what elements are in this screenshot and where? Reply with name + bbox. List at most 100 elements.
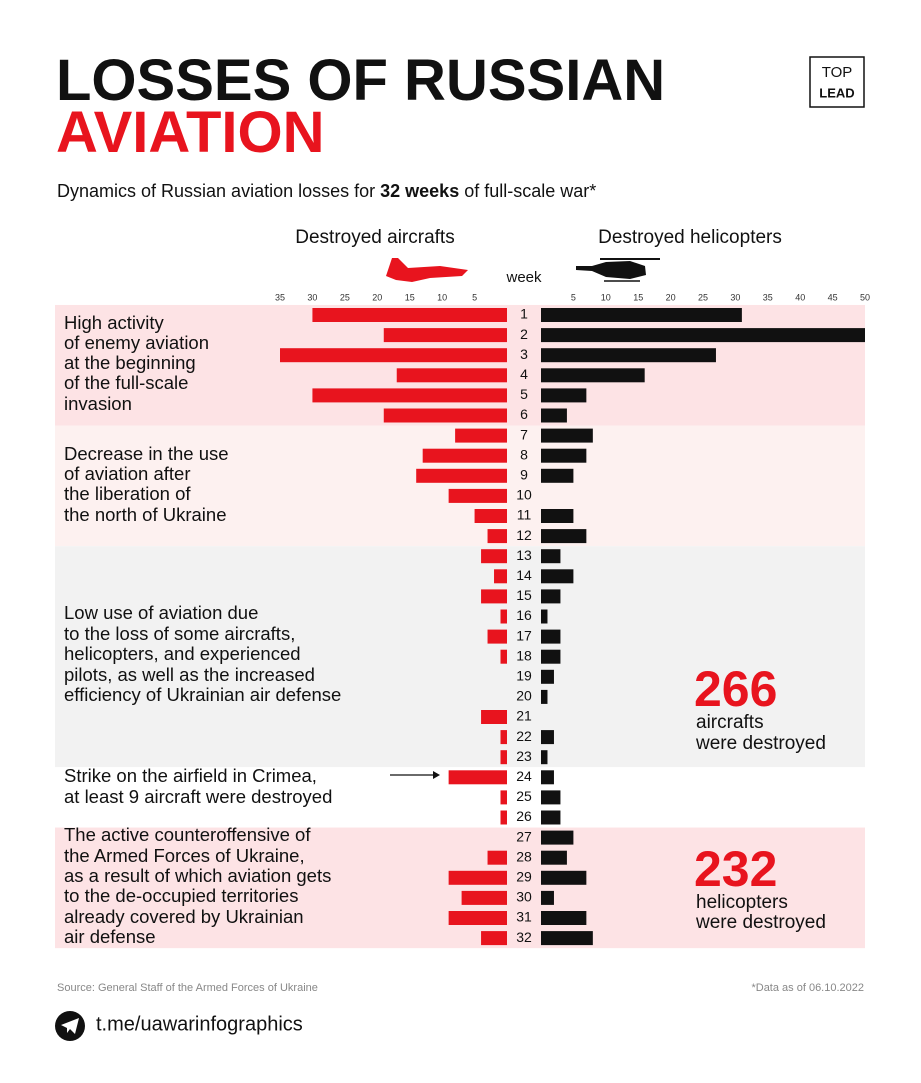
helicopter-bar xyxy=(541,730,554,745)
subtitle-bold: 32 weeks xyxy=(380,181,459,201)
week-label: 24 xyxy=(516,768,532,784)
helicopter-bar xyxy=(541,428,593,443)
week-label: 25 xyxy=(516,788,532,804)
aircraft-bar xyxy=(448,911,507,925)
aircraft-icon xyxy=(386,258,468,282)
week-label: 13 xyxy=(516,547,532,563)
week-label: 14 xyxy=(516,567,532,583)
aircraft-bar xyxy=(455,428,507,443)
annotation-line: efficiency of Ukrainian air defense xyxy=(64,684,341,705)
annotation-line: of the full-scale xyxy=(64,372,188,393)
week-label: 21 xyxy=(516,708,532,724)
date-note: *Data as of 06.10.2022 xyxy=(751,982,864,994)
aircraft-bar xyxy=(312,308,507,322)
week-label: 20 xyxy=(516,688,532,704)
total-helicopters: 232 xyxy=(694,841,777,897)
total-text: were destroyed xyxy=(695,733,826,754)
arrow-head xyxy=(433,771,440,779)
week-label: 5 xyxy=(520,386,528,402)
week-label: 9 xyxy=(520,467,528,483)
x2-tick-label: 5 xyxy=(571,292,576,302)
aircraft-bar xyxy=(396,368,507,383)
total-text: helicopters xyxy=(696,892,788,913)
week-label: 11 xyxy=(517,507,532,523)
helicopter-bar xyxy=(541,870,587,885)
x2-tick-label: 10 xyxy=(601,292,611,302)
week-label: 19 xyxy=(516,668,532,684)
week-label: 10 xyxy=(516,487,532,503)
phase-band xyxy=(55,425,865,547)
aircraft-bar xyxy=(448,870,507,885)
axis-label-week: week xyxy=(505,269,542,286)
legend-aircrafts: Destroyed aircrafts xyxy=(295,227,454,248)
title-line-2: AVIATION xyxy=(56,100,325,165)
helicopter-bar xyxy=(541,649,561,664)
annotation-line: The active counteroffensive of xyxy=(64,824,311,845)
week-label: 1 xyxy=(520,306,528,322)
helicopter-bar xyxy=(541,850,567,865)
aircraft-bar xyxy=(487,629,507,644)
week-label: 26 xyxy=(516,808,532,824)
annotation-line: air defense xyxy=(64,926,156,947)
helicopter-bar xyxy=(541,629,561,644)
x2-tick-label: 25 xyxy=(698,292,708,302)
annotation-line: of enemy aviation xyxy=(64,332,209,353)
annotation-line: helicopters, and experienced xyxy=(64,643,301,664)
week-label: 31 xyxy=(516,909,532,925)
annotation-line: already covered by Ukrainian xyxy=(64,906,304,927)
x2-tick-label: 20 xyxy=(666,292,676,302)
helicopter-bar xyxy=(541,830,574,845)
annotation-line: the liberation of xyxy=(64,483,191,504)
aircraft-bar xyxy=(448,770,507,785)
helicopter-bar xyxy=(541,368,645,383)
x-tick-label: 15 xyxy=(405,292,415,302)
x2-tick-label: 50 xyxy=(860,292,870,302)
annotation-line: invasion xyxy=(64,393,132,414)
x-tick-label: 10 xyxy=(437,292,447,302)
x-tick-label: 25 xyxy=(340,292,350,302)
aircraft-bar xyxy=(448,488,507,503)
helicopter-bar xyxy=(541,308,742,322)
week-label: 29 xyxy=(516,869,532,885)
helicopter-bar xyxy=(541,468,574,483)
telegram-plane xyxy=(61,1018,79,1034)
week-label: 22 xyxy=(516,728,532,744)
helicopter-bar xyxy=(541,770,554,785)
aircraft-bar xyxy=(500,810,507,825)
aircraft-bar xyxy=(500,609,507,624)
helicopter-bar xyxy=(541,810,561,825)
week-label: 12 xyxy=(516,527,532,543)
week-label: 3 xyxy=(520,346,528,362)
helicopter-bar xyxy=(541,549,561,564)
telegram-link[interactable]: t.me/uawarinfographics xyxy=(96,1013,303,1035)
title-line-1: LOSSES OF RUSSIAN xyxy=(56,48,665,113)
x2-tick-label: 30 xyxy=(730,292,740,302)
x2-tick-label: 15 xyxy=(633,292,643,302)
subtitle-part: of full-scale war* xyxy=(459,181,596,201)
week-label: 28 xyxy=(516,848,532,864)
aircraft-bar xyxy=(487,529,507,544)
aircraft-bar xyxy=(487,850,507,865)
annotation-line: at the beginning xyxy=(64,352,196,373)
aircraft-bar xyxy=(280,348,507,363)
helicopter-bar xyxy=(541,750,548,765)
annotation-line: pilots, as well as the increased xyxy=(64,664,315,685)
week-label: 2 xyxy=(520,326,528,342)
source: Source: General Staff of the Armed Force… xyxy=(57,982,318,994)
helicopter-bar xyxy=(541,509,574,523)
helicopter-bar xyxy=(541,609,548,624)
subtitle-part: Dynamics of Russian aviation losses for xyxy=(57,181,380,201)
phase-band xyxy=(55,827,865,949)
week-label: 7 xyxy=(520,426,528,442)
helicopter-bar xyxy=(541,448,587,463)
helicopter-bar xyxy=(541,328,865,343)
helicopter-bar xyxy=(541,529,587,544)
logo-bottom: LEAD xyxy=(819,85,854,100)
subtitle: Dynamics of Russian aviation losses for … xyxy=(57,181,596,201)
aircraft-bar xyxy=(383,408,507,423)
annotation-line: to the loss of some aircrafts, xyxy=(64,623,295,644)
aircraft-bar xyxy=(500,730,507,745)
aircraft-bar xyxy=(500,750,507,765)
